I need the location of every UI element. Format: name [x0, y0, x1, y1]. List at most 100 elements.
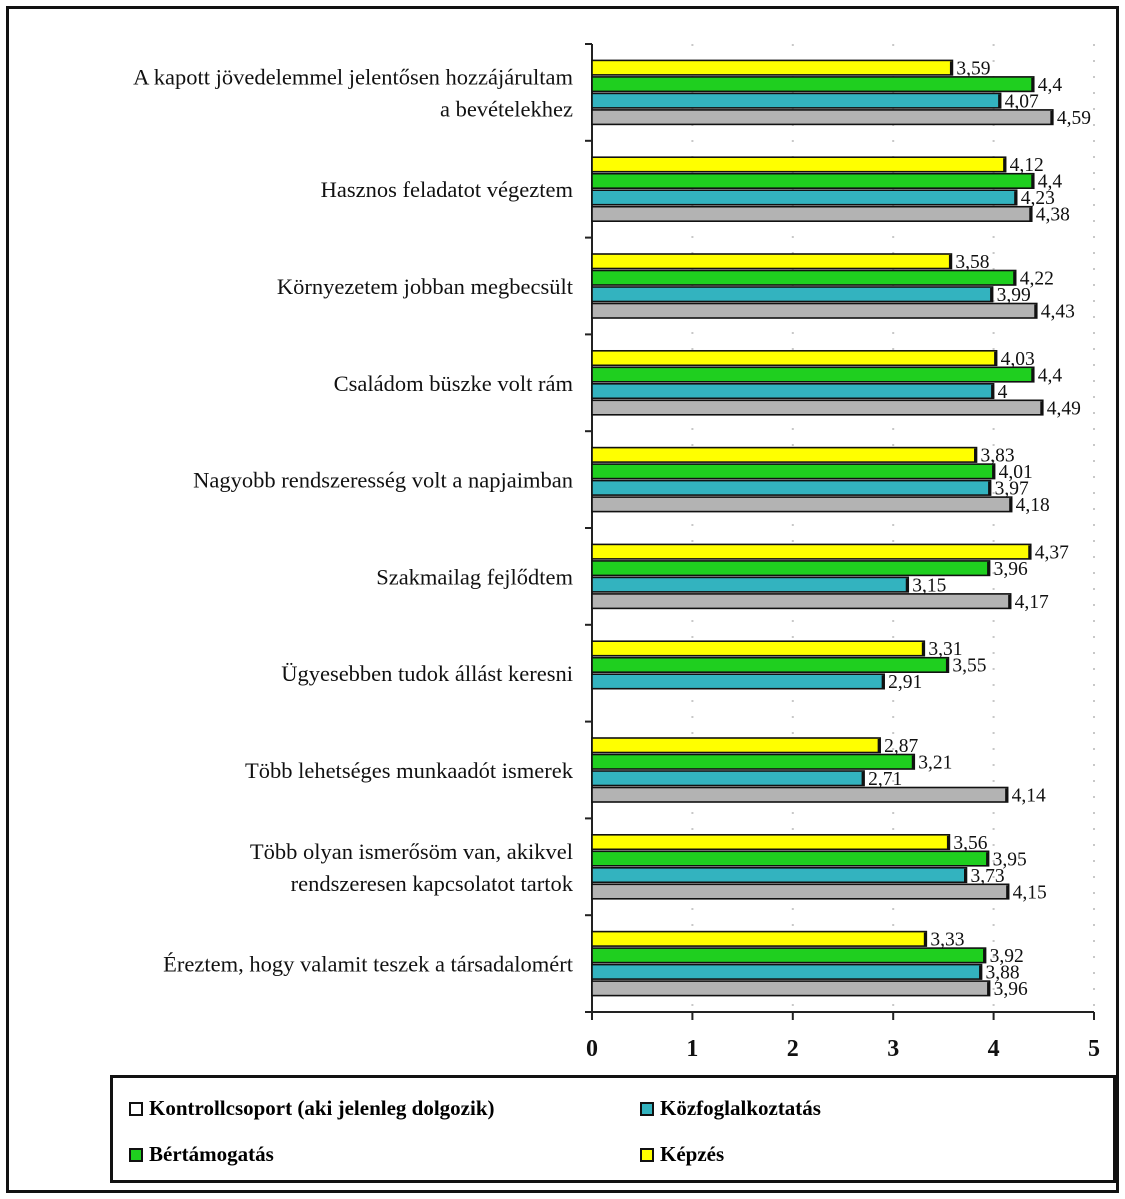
data-label: 3,15 — [912, 575, 946, 596]
data-label: 4,37 — [1035, 542, 1069, 563]
data-label: 3,83 — [981, 446, 1015, 467]
legend-label-kepzes: Képzés — [660, 1142, 725, 1166]
bar — [591, 109, 1054, 126]
bar — [591, 543, 1032, 560]
bar — [591, 737, 881, 754]
category-label: A kapott jövedelemmel jelentősen hozzájá… — [133, 64, 573, 89]
data-label: 4,4 — [1038, 75, 1063, 96]
data-label: 2,71 — [868, 769, 902, 790]
bar — [591, 286, 994, 303]
data-label: 4,17 — [1015, 592, 1049, 613]
data-label: 4,18 — [1016, 495, 1050, 516]
category-label: Ügyesebben tudok állást keresni — [281, 661, 573, 686]
data-label: 2,87 — [884, 736, 918, 757]
bar — [591, 189, 1018, 206]
bar — [591, 947, 987, 964]
data-label: 3,59 — [956, 58, 990, 79]
bar — [591, 366, 1035, 383]
data-label: 3,96 — [994, 979, 1028, 1000]
bar — [591, 446, 978, 463]
data-label: 4,4 — [1038, 172, 1063, 193]
x-tick-label: 1 — [686, 1036, 698, 1062]
bar — [591, 656, 950, 674]
legend-item-kontrollcsoport: Kontrollcsoport (aki jelenleg dolgozik) — [129, 1096, 495, 1121]
bar — [591, 205, 1033, 222]
data-label: 4,49 — [1047, 398, 1081, 419]
data-label: 4,14 — [1012, 786, 1046, 807]
x-tick-label: 4 — [988, 1036, 1000, 1062]
legend-swatch-kozfoglalkoztatas — [640, 1101, 654, 1116]
data-label: 4,38 — [1036, 205, 1070, 226]
data-label: 3,97 — [995, 479, 1029, 500]
bar — [591, 560, 991, 577]
x-tick-label: 0 — [586, 1036, 598, 1062]
data-label: 3,99 — [997, 285, 1031, 306]
data-label: 4,43 — [1041, 302, 1075, 323]
bar — [591, 770, 865, 787]
bar — [591, 640, 926, 657]
data-label: 4,59 — [1057, 108, 1091, 129]
data-label: 4,22 — [1020, 269, 1054, 290]
bar — [591, 399, 1044, 416]
bar — [591, 576, 910, 593]
legend-label-bertamogatas: Bértámogatás — [149, 1142, 274, 1166]
legend-item-kepzes: Képzés — [640, 1142, 724, 1167]
data-label: 4,03 — [1001, 349, 1035, 370]
bar — [591, 172, 1035, 189]
data-label: 3,21 — [918, 753, 952, 774]
bar — [591, 479, 992, 496]
bar — [591, 253, 953, 270]
data-label: 3,55 — [952, 656, 986, 677]
bar — [591, 92, 1002, 109]
data-label: 3,58 — [955, 252, 989, 273]
bar — [591, 883, 1010, 900]
category-label: Családom büszke volt rám — [334, 371, 574, 396]
bar — [591, 76, 1035, 93]
legend-label-kontrollcsoport: Kontrollcsoport (aki jelenleg dolgozik) — [149, 1096, 495, 1120]
bar — [591, 833, 951, 851]
data-label: 4 — [998, 382, 1008, 403]
category-label: a bevételekhez — [440, 96, 573, 121]
data-label: 3,95 — [993, 849, 1027, 870]
bar — [591, 156, 1007, 173]
data-label: 4,23 — [1021, 188, 1055, 209]
data-label: 3,73 — [970, 866, 1004, 887]
category-label: Több lehetséges munkaadót ismerek — [245, 758, 574, 783]
data-label: 4,15 — [1013, 882, 1047, 903]
bar — [591, 593, 1012, 610]
data-label: 3,33 — [930, 930, 964, 951]
data-label: 3,88 — [986, 963, 1020, 984]
legend-swatch-bertamogatas — [129, 1147, 143, 1162]
bar — [591, 866, 968, 884]
bar — [591, 269, 1017, 286]
legend-item-kozfoglalkoztatas: Közfoglalkoztatás — [640, 1096, 821, 1121]
x-tick-label: 5 — [1088, 1036, 1100, 1062]
legend-item-bertamogatas: Bértámogatás — [129, 1142, 274, 1167]
category-label: Környezetem jobban megbecsült — [277, 274, 574, 299]
data-label: 3,56 — [953, 833, 987, 854]
bar — [591, 59, 954, 76]
data-label: 4,07 — [1005, 91, 1039, 112]
legend-swatch-kontrollcsoport — [129, 1101, 143, 1116]
category-label: Több olyan ismerősöm van, akikvel — [250, 839, 573, 864]
bar — [591, 463, 996, 480]
bar — [591, 850, 990, 867]
category-label: Szakmailag fejlődtem — [376, 564, 573, 589]
legend: Kontrollcsoport (aki jelenleg dolgozik) … — [110, 1075, 1116, 1183]
bar — [591, 382, 995, 400]
data-label: 3,96 — [994, 559, 1028, 580]
data-label: 4,4 — [1038, 365, 1063, 386]
x-tick-label: 2 — [787, 1036, 799, 1062]
bar — [591, 930, 928, 947]
bar — [591, 786, 1009, 803]
data-label: 4,01 — [999, 462, 1033, 483]
legend-swatch-kepzes — [640, 1147, 654, 1162]
category-label: Hasznos feladatot végeztem — [321, 177, 574, 202]
x-tick-label: 3 — [887, 1036, 899, 1062]
category-label: rendszeresen kapcsolatot tartok — [291, 871, 574, 896]
bar — [591, 753, 916, 770]
bar — [591, 963, 983, 980]
data-label: 3,92 — [990, 946, 1024, 967]
data-label: 4,12 — [1010, 155, 1044, 176]
bar — [591, 302, 1038, 319]
